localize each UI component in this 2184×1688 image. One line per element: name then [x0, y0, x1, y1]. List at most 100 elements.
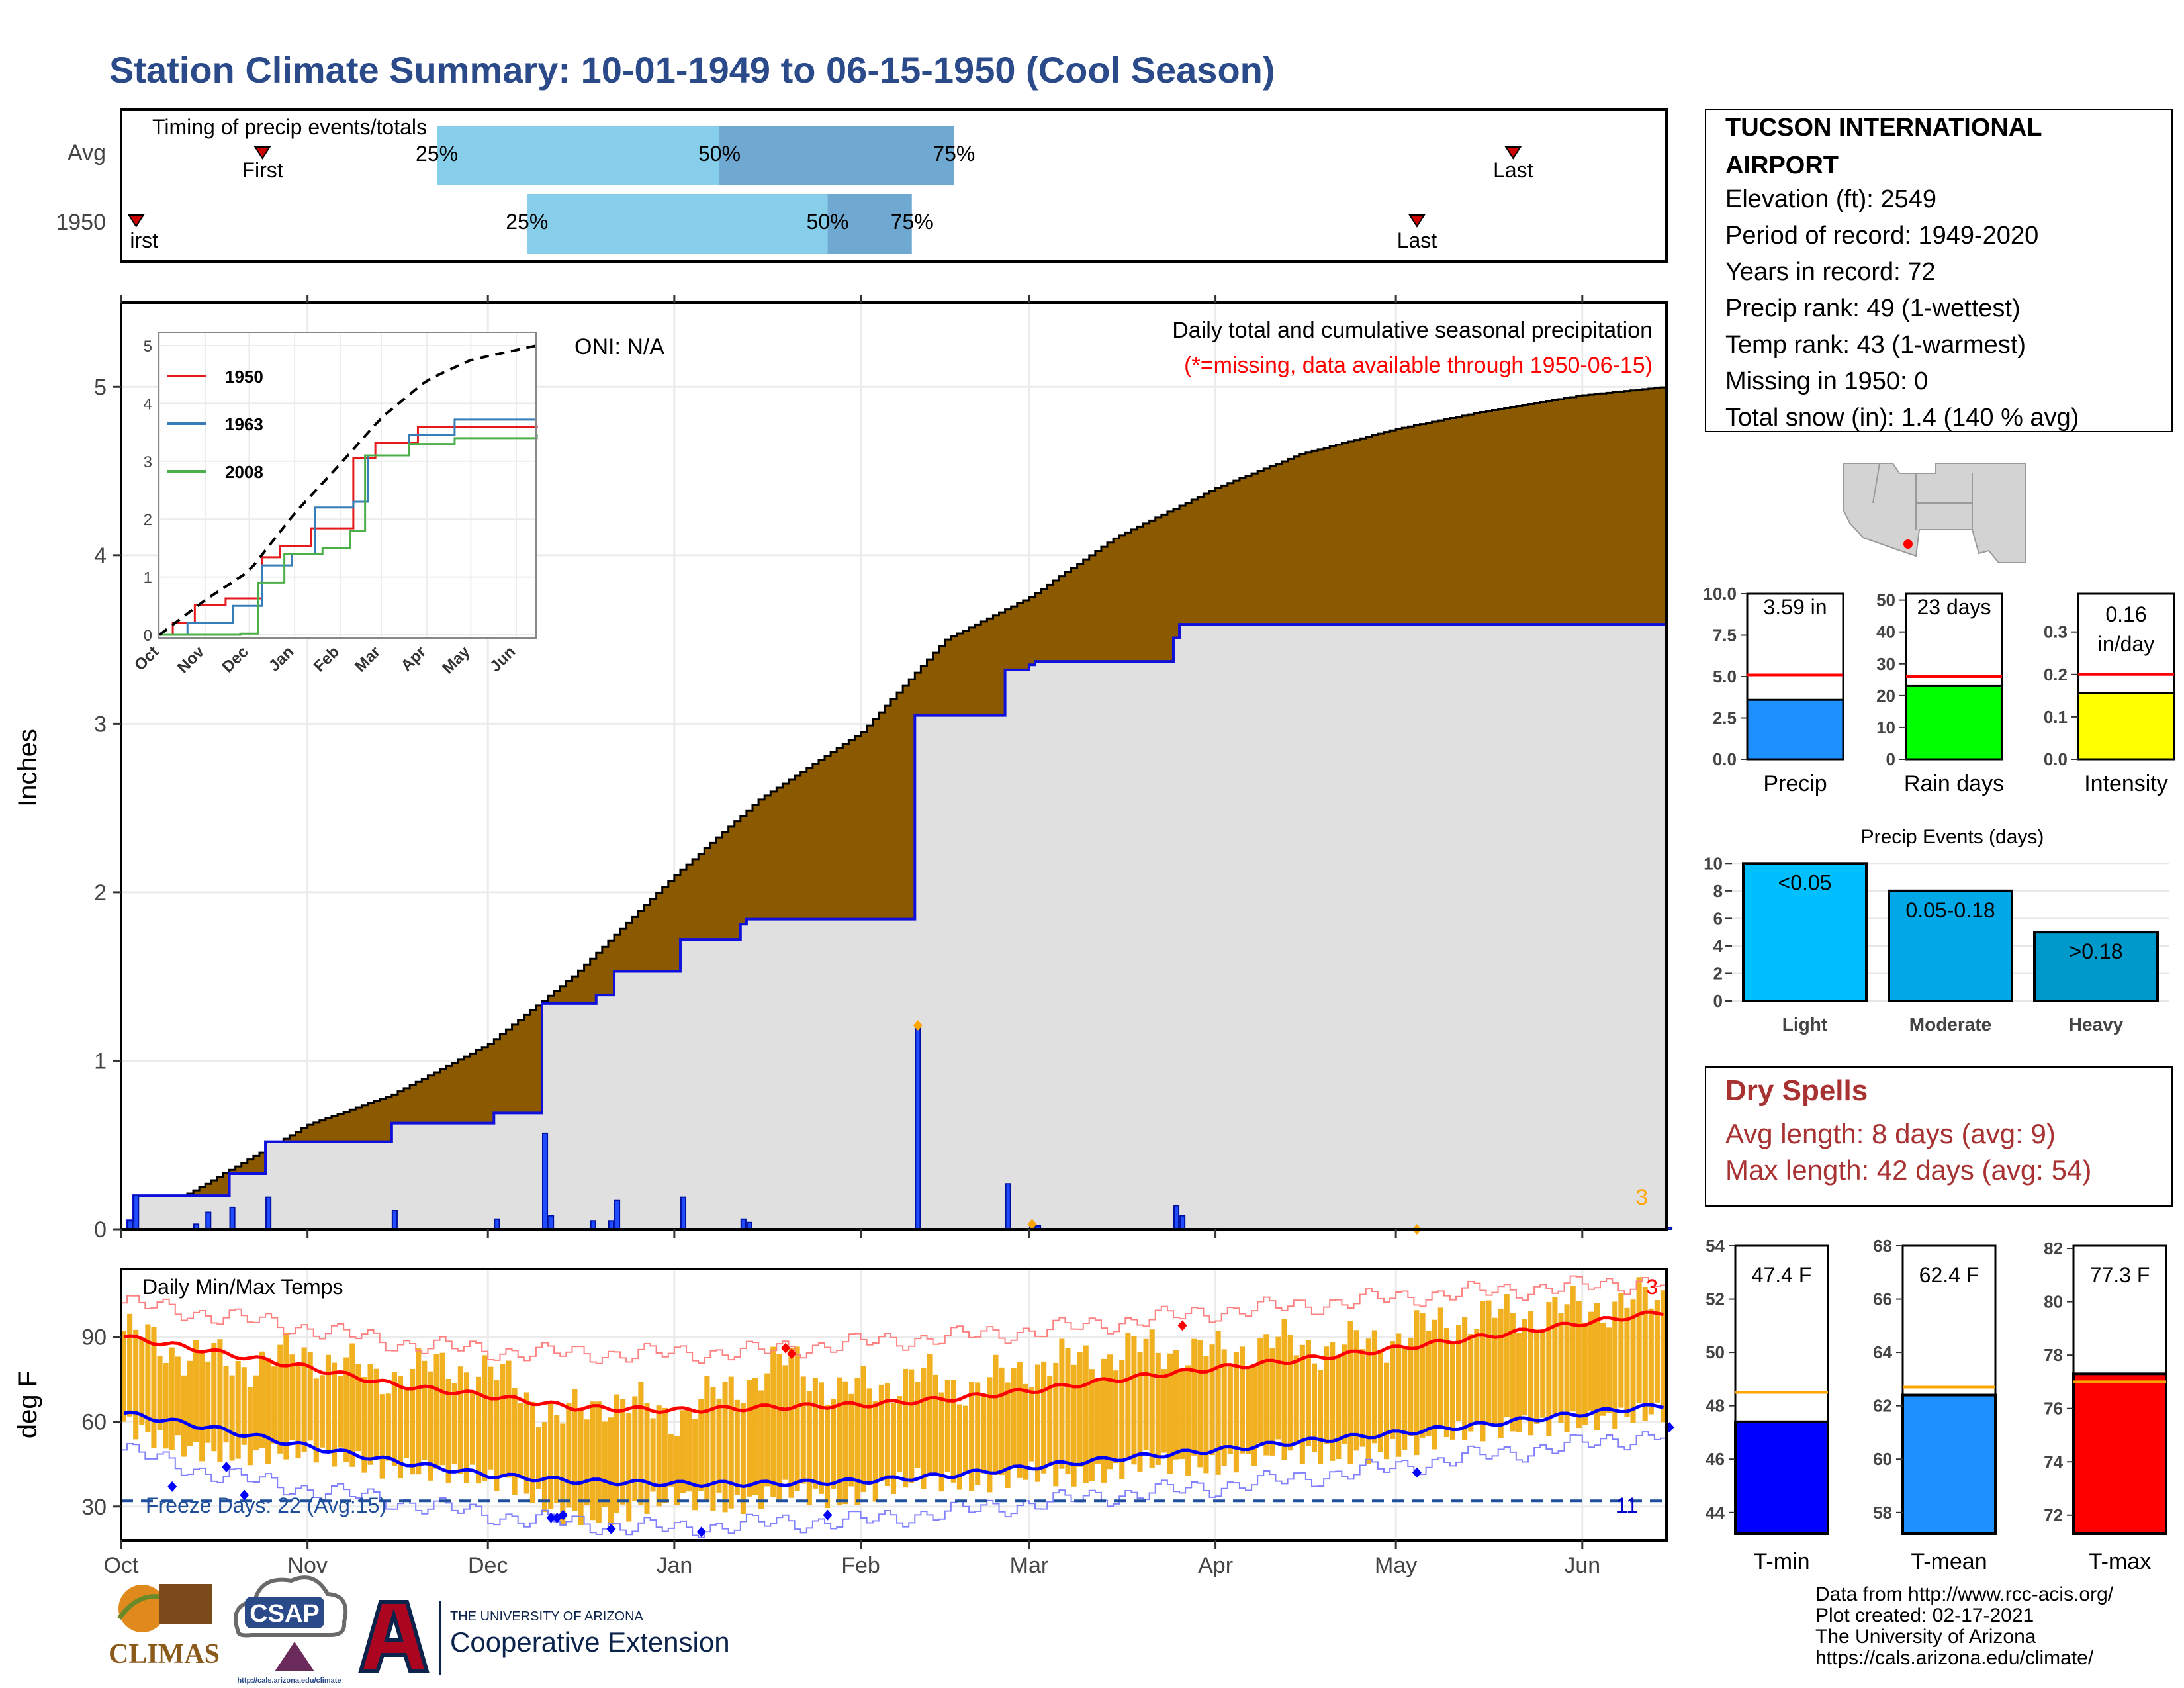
daily-temp-bar — [127, 1313, 133, 1417]
daily-temp-bar — [518, 1403, 523, 1479]
daily-temp-bar — [506, 1360, 512, 1478]
daily-temp-bar — [578, 1409, 584, 1526]
daily-temp-bar — [494, 1380, 500, 1491]
inset-ytick-label: 5 — [144, 338, 152, 355]
daily-temp-bar — [782, 1365, 788, 1480]
daily-temp-bar — [1432, 1319, 1437, 1450]
daily-temp-bar — [878, 1384, 884, 1481]
daily-temp-bar — [1558, 1313, 1564, 1423]
timing-bar-1950-q50-q75 — [827, 194, 912, 254]
events-bar-label-Light: <0.05 — [1778, 870, 1832, 894]
month-label-Feb: Feb — [841, 1553, 880, 1578]
temp-summary-ytick-label: 82 — [2044, 1239, 2063, 1258]
daily-temp-bar — [554, 1415, 560, 1503]
last-label-1950: Last — [1397, 228, 1437, 252]
temp-y-label: deg F — [13, 1371, 42, 1438]
events-ytick-label: 4 — [1713, 936, 1723, 956]
daily-temp-bar — [728, 1376, 734, 1509]
daily-temp-bar — [1546, 1302, 1552, 1436]
daily-temp-bar — [1041, 1361, 1047, 1474]
oni-label: ONI: N/A — [574, 334, 664, 359]
daily-precip-bar — [548, 1215, 555, 1230]
daily-temp-bar — [535, 1427, 541, 1489]
summary-category-label-Intensity: Intensity — [2084, 771, 2168, 796]
summary-ytick-label: 30 — [1876, 654, 1895, 674]
cumulative-1950-area — [121, 624, 1666, 1229]
daily-temp-bar — [590, 1401, 596, 1521]
record-low-marker — [696, 1526, 706, 1538]
daily-precip-bar — [740, 1218, 747, 1231]
daily-temp-bar — [1420, 1313, 1426, 1438]
daily-temp-bar — [975, 1382, 981, 1485]
daily-temp-bar — [1227, 1366, 1233, 1454]
missing-data-marker — [1027, 1219, 1037, 1230]
daily-temp-bar — [241, 1367, 247, 1445]
daily-temp-bar — [608, 1417, 614, 1525]
daily-temp-bar — [548, 1403, 554, 1509]
daily-temp-bar — [981, 1393, 987, 1474]
summary-category-label-Precip: Precip — [1763, 771, 1827, 796]
month-label-Apr: Apr — [1198, 1553, 1233, 1578]
daily-temp-bar — [626, 1413, 632, 1522]
summary-ytick-label: 10.0 — [1703, 584, 1737, 604]
daily-temp-bar — [662, 1407, 668, 1503]
temp-ytick-label: 90 — [81, 1325, 107, 1350]
daily-temp-bar — [1239, 1346, 1246, 1454]
station-snow: Total snow (in): 1.4 (140 % avg) — [1725, 404, 2079, 432]
daily-temp-bar — [806, 1391, 812, 1505]
daily-temp-bar — [121, 1331, 127, 1422]
month-label-May: May — [1375, 1553, 1417, 1578]
ua-line2: Cooperative Extension — [450, 1626, 730, 1658]
daily-temp-bar — [734, 1399, 740, 1495]
daily-temp-bar — [1468, 1334, 1474, 1432]
daily-temp-bar — [1552, 1297, 1558, 1417]
events-ytick-label: 10 — [1704, 853, 1723, 873]
precip-annotation: Daily total and cumulative seasonal prec… — [1172, 318, 1653, 343]
timing-bar-Avg-q50-q75 — [719, 126, 954, 185]
precip-missing-note: (*=missing, data available through 1950-… — [1184, 353, 1653, 378]
daily-temp-bar — [794, 1346, 800, 1491]
daily-temp-bar — [1269, 1348, 1275, 1456]
daily-temp-bar — [1498, 1308, 1504, 1439]
temp-summary-ytick-label: 54 — [1706, 1236, 1725, 1256]
csap-url: http://cals.arizona.edu/climate — [237, 1677, 341, 1685]
temp-summary-ytick-label: 72 — [2044, 1505, 2063, 1525]
daily-precip-bar — [915, 1025, 921, 1230]
daily-temp-bar — [1347, 1321, 1353, 1464]
precip-plot — [121, 386, 1673, 1235]
daily-precip-bar — [494, 1218, 500, 1231]
daily-temp-bar — [710, 1387, 716, 1511]
record-min-line — [121, 1431, 1666, 1538]
precip-ytick-label: 3 — [94, 712, 107, 737]
daily-temp-bar — [1353, 1330, 1359, 1451]
credit-plot-created: Plot created: 02-17-2021 — [1815, 1605, 2034, 1626]
daily-temp-bar — [428, 1371, 433, 1481]
daily-temp-bar — [283, 1333, 289, 1460]
daily-temp-bar — [355, 1364, 361, 1452]
daily-temp-bar — [373, 1368, 379, 1459]
record-low-marker — [221, 1461, 231, 1472]
daily-temp-bar — [1612, 1301, 1618, 1429]
events-bar-Moderate — [1888, 889, 2013, 1003]
daily-temp-bar — [410, 1368, 416, 1475]
daily-temp-bar — [1324, 1346, 1330, 1444]
daily-temp-bar — [247, 1387, 253, 1466]
daily-temp-bar — [1263, 1334, 1269, 1456]
daily-temp-bar — [476, 1376, 482, 1484]
daily-temp-bar — [1402, 1347, 1408, 1450]
last-label-avg: Last — [1493, 158, 1533, 182]
daily-temp-bar — [187, 1360, 193, 1446]
month-label-Jan: Jan — [656, 1553, 692, 1578]
timing-row-label-1950: 1950 — [56, 210, 106, 235]
daily-precip-bar — [680, 1196, 687, 1230]
daily-temp-bar — [139, 1340, 145, 1425]
daily-temp-bar — [698, 1399, 704, 1492]
events-ytick-label: 6 — [1713, 908, 1723, 928]
dry-spells-title: Dry Spells — [1725, 1074, 1868, 1107]
summary-ytick-label: 0.1 — [2044, 707, 2068, 727]
events-category-label-Moderate: Moderate — [1909, 1014, 1991, 1035]
timing-row-label-avg: Avg — [68, 140, 106, 165]
ua-block-a-icon — [358, 1600, 430, 1673]
inset-bg — [159, 332, 536, 638]
